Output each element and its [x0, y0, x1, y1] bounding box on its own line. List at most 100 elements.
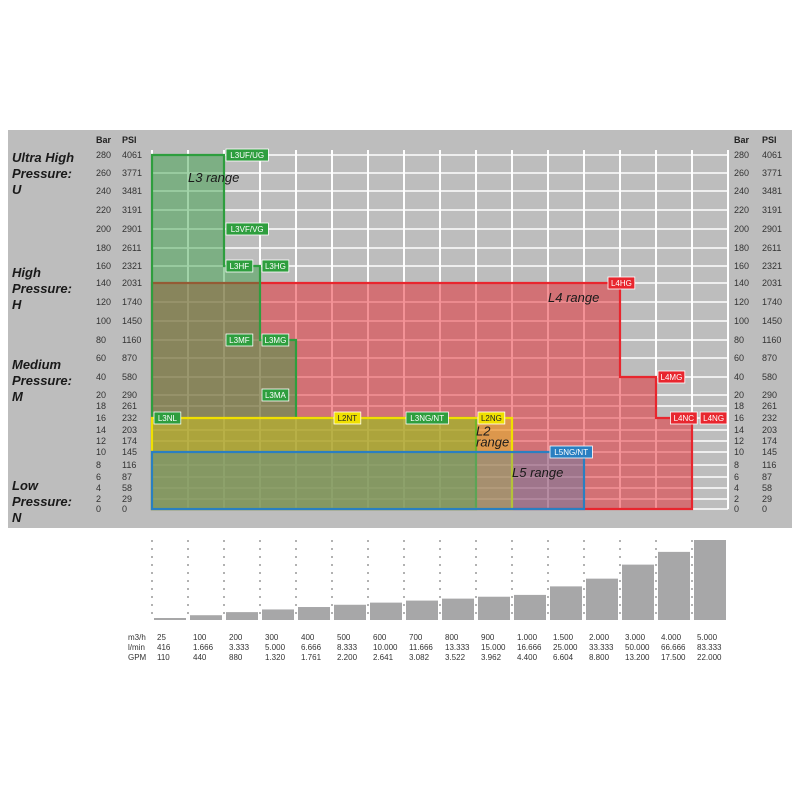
flow-bar	[226, 612, 258, 620]
tick-label-bar: 20	[734, 390, 744, 400]
model-badges: L3UF/UG L3VF/VG L3HF L3HG L3MF L3MG L3MA L3NL L2…	[153, 148, 728, 459]
flow-bar	[478, 596, 510, 620]
flow-bar	[514, 594, 546, 620]
flow-bar	[190, 615, 222, 620]
flow-tick-m3h: 3.000	[625, 633, 646, 642]
tick-label-bar: 60	[734, 353, 744, 363]
model-badge: L4HG	[607, 276, 636, 290]
model-badge-label: L2NT	[338, 414, 358, 423]
tick-label-psi: 145	[122, 447, 137, 457]
flow-tick-gpm: 880	[229, 653, 243, 662]
tick-label-bar: 220	[734, 205, 749, 215]
flow-tick-m3h: 600	[373, 633, 387, 642]
model-badge-label: L3HF	[230, 262, 250, 271]
model-badge-label: L3NL	[158, 414, 178, 423]
tick-label-bar: 240	[734, 186, 749, 196]
flow-tick-m3h: 25	[157, 633, 166, 642]
model-badge-box	[670, 411, 698, 425]
flow-tick-gpm: 110	[157, 653, 170, 662]
tick-label-bar: 0	[734, 504, 739, 514]
flow-tick-m3h: 200	[229, 633, 243, 642]
model-badge-box	[549, 445, 593, 459]
flow-tick-gpm: 3.522	[445, 653, 466, 662]
tick-label-psi: 0	[122, 504, 127, 514]
model-badge: L3HF	[225, 259, 254, 273]
tick-label-bar: 20	[96, 390, 106, 400]
tick-label-bar: 160	[734, 261, 749, 271]
tick-label-bar: 16	[734, 413, 744, 423]
pressure-label-medium: Medium Pressure: M	[12, 357, 72, 404]
tick-label-psi: 3771	[762, 168, 782, 178]
flow-tick-m3h: 2.000	[589, 633, 610, 642]
tick-label-bar: 180	[96, 243, 111, 253]
flow-tick-lmin: 50.000	[625, 643, 650, 652]
tick-label-psi: 2031	[122, 278, 142, 288]
model-badge: L3NL	[153, 411, 182, 425]
flow-tick-m3h: 400	[301, 633, 315, 642]
model-badge-label: L3MF	[229, 336, 250, 345]
range-label: L5 range	[512, 465, 563, 480]
tick-label-bar: 12	[96, 436, 106, 446]
flow-tick-lmin: 11.666	[409, 643, 433, 652]
flow-bar	[550, 586, 582, 620]
model-badge: L4NG	[699, 411, 728, 425]
tick-label-psi: 290	[762, 390, 777, 400]
flow-tick-m3h: 5.000	[697, 633, 718, 642]
tick-label-psi: 3191	[762, 205, 782, 215]
model-badge-box	[477, 411, 506, 425]
tick-label-psi: 3191	[122, 205, 142, 215]
tick-label-psi: 1450	[762, 316, 782, 326]
model-badge: L3MF	[225, 333, 254, 347]
flow-bar	[262, 609, 294, 620]
tick-label-bar: 8	[96, 460, 101, 470]
flow-tick-lmin: 25.000	[553, 643, 578, 652]
tick-label-psi: 1160	[762, 335, 781, 345]
flow-tick-gpm: 1.320	[265, 653, 286, 662]
flow-tick-gpm: 2.200	[337, 653, 358, 662]
model-badge-box	[153, 411, 182, 425]
tick-label-psi: 0	[762, 504, 767, 514]
tick-label-bar: 160	[96, 261, 111, 271]
tick-label-psi: 3481	[122, 186, 142, 196]
flow-tick-lmin: 66.666	[661, 643, 686, 652]
tick-label-psi: 203	[122, 425, 137, 435]
tick-label-psi: 870	[122, 353, 137, 363]
tick-label-bar: 18	[734, 401, 744, 411]
axis-header-bar: Bar	[734, 135, 750, 145]
tick-label-psi: 1450	[122, 316, 142, 326]
flow-tick-gpm: 17.500	[661, 653, 686, 662]
axis-header-bar: Bar	[96, 135, 112, 145]
model-badge-box	[607, 276, 636, 290]
tick-label-psi: 58	[122, 483, 132, 493]
tick-label-psi: 261	[762, 401, 777, 411]
range-label: L3 range	[188, 170, 239, 185]
flow-tick-m3h: 300	[265, 633, 279, 642]
model-badge-box	[225, 222, 269, 236]
tick-label-bar: 2	[734, 494, 739, 504]
model-badge-label: L4MG	[661, 373, 683, 382]
tick-label-psi: 29	[122, 494, 132, 504]
tick-label-bar: 14	[734, 425, 744, 435]
flow-tick-m3h: 500	[337, 633, 351, 642]
model-badge-label: L2NG	[481, 414, 502, 423]
model-badge: L3MG	[261, 333, 290, 347]
model-badge: L3MA	[261, 388, 290, 402]
tick-label-bar: 0	[96, 504, 101, 514]
model-badge: L5NG/NT	[549, 445, 593, 459]
flow-tick-lmin: 83.333	[697, 643, 722, 652]
flow-tick-m3h: 1.000	[517, 633, 538, 642]
tick-label-psi: 87	[762, 472, 772, 482]
flow-tick-lmin: 16.666	[517, 643, 542, 652]
tick-label-bar: 260	[734, 168, 749, 178]
tick-label-psi: 232	[762, 413, 777, 423]
pressure-label-high: High Pressure: H	[12, 265, 72, 312]
tick-label-bar: 140	[734, 278, 749, 288]
model-badge-label: L4NC	[674, 414, 695, 423]
tick-label-psi: 232	[122, 413, 137, 423]
tick-label-psi: 580	[762, 372, 777, 382]
flow-tick-gpm: 3.962	[481, 653, 502, 662]
flow-tick-lmin: 8.333	[337, 643, 358, 652]
model-badge-box	[261, 333, 290, 347]
tick-label-psi: 3771	[122, 168, 142, 178]
